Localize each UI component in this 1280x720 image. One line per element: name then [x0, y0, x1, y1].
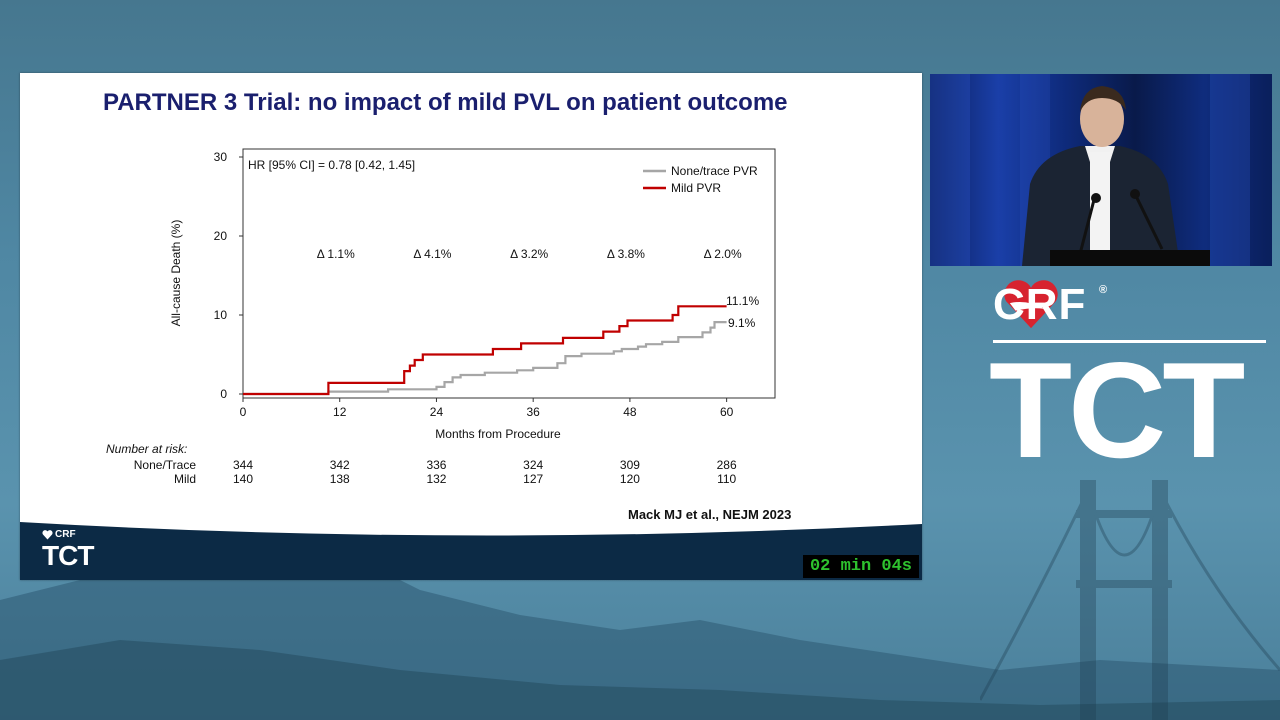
- plot-frame: [242, 148, 776, 399]
- legend: None/trace PVR Mild PVR: [643, 164, 758, 195]
- x-tick-label: 36: [527, 405, 541, 419]
- end-label-none-trace: 9.1%: [728, 316, 756, 330]
- hr-annotation: HR [95% CI] = 0.78 [0.42, 1.45]: [248, 158, 415, 172]
- heart-logo-icon: [1004, 280, 1058, 329]
- risk-table-header: Number at risk:: [106, 442, 187, 456]
- y-tick-label: 30: [214, 150, 228, 164]
- delta-label: Δ 4.1%: [413, 247, 451, 261]
- citation: Mack MJ et al., NEJM 2023: [628, 507, 792, 522]
- heart-icon: [42, 529, 53, 540]
- risk-table-cell: 336: [426, 458, 446, 472]
- risk-table-cell: 120: [620, 472, 640, 486]
- risk-table: Number at risk: None/Trace Mild 344 342 33…: [106, 442, 737, 486]
- slide-title: PARTNER 3 Trial: no impact of mild PVL o…: [103, 89, 788, 116]
- speaker-video: [930, 74, 1272, 266]
- brand-divider: [993, 340, 1266, 343]
- y-tick-label: 20: [214, 229, 228, 243]
- brand-registered-mark: ®: [1099, 284, 1108, 296]
- risk-table-cell: 342: [330, 458, 350, 472]
- presentation-slide: PARTNER 3 Trial: no impact of mild PVL o…: [20, 73, 922, 580]
- x-tick-label: 12: [333, 405, 347, 419]
- series-line-mild: [243, 305, 727, 396]
- slide-logo: CRF TCT: [42, 529, 94, 571]
- x-tick-label: 60: [720, 405, 734, 419]
- risk-table-cell: 140: [233, 472, 253, 486]
- y-tick-label: 10: [214, 308, 228, 322]
- risk-table-cell: 132: [426, 472, 446, 486]
- y-axis-label: All-cause Death (%): [169, 220, 183, 327]
- slide-footer: [20, 522, 922, 580]
- delta-label: Δ 2.0%: [704, 247, 742, 261]
- timer: 02 min 04s: [803, 555, 919, 578]
- risk-table-cell: 344: [233, 458, 253, 472]
- slide-logo-crf-text: CRF: [55, 529, 76, 540]
- brand-tct-text: TCT: [989, 334, 1245, 486]
- risk-row-label-none-trace: None/Trace: [134, 458, 197, 472]
- x-tick-label: 48: [623, 405, 637, 419]
- risk-table-cell: 286: [717, 458, 737, 472]
- slide-logo-tct: TCT: [42, 540, 94, 571]
- x-axis-label: Months from Procedure: [435, 427, 561, 441]
- risk-table-cell: 127: [523, 472, 543, 486]
- bridge-silhouette: [980, 480, 1280, 720]
- delta-label: Δ 3.8%: [607, 247, 645, 261]
- x-tick-label: 0: [240, 405, 247, 419]
- y-tick-label: 0: [220, 387, 227, 401]
- km-chart: 0 12 24 36 48 60 0 10 20 30 Δ 1.1% Δ 4.1% Δ 3.2% Δ …: [106, 148, 776, 486]
- risk-table-cell: 138: [330, 472, 350, 486]
- background-hills: [0, 550, 1280, 720]
- x-tick-label: 24: [430, 405, 444, 419]
- delta-label: Δ 1.1%: [317, 247, 355, 261]
- legend-label-none-trace: None/trace PVR: [671, 164, 758, 178]
- risk-table-cell: 309: [620, 458, 640, 472]
- legend-label-mild: Mild PVR: [671, 181, 721, 195]
- risk-row-label-mild: Mild: [174, 472, 196, 486]
- end-label-mild: 11.1%: [726, 294, 759, 308]
- risk-table-cell: 324: [523, 458, 543, 472]
- risk-table-cell: 110: [717, 472, 736, 486]
- slide-logo-crf: CRF: [42, 529, 93, 540]
- series-line-none-trace: [243, 321, 727, 396]
- delta-label: Δ 3.2%: [510, 247, 548, 261]
- brand-crf-text: CRF: [993, 280, 1087, 329]
- speaker-image: [930, 74, 1250, 266]
